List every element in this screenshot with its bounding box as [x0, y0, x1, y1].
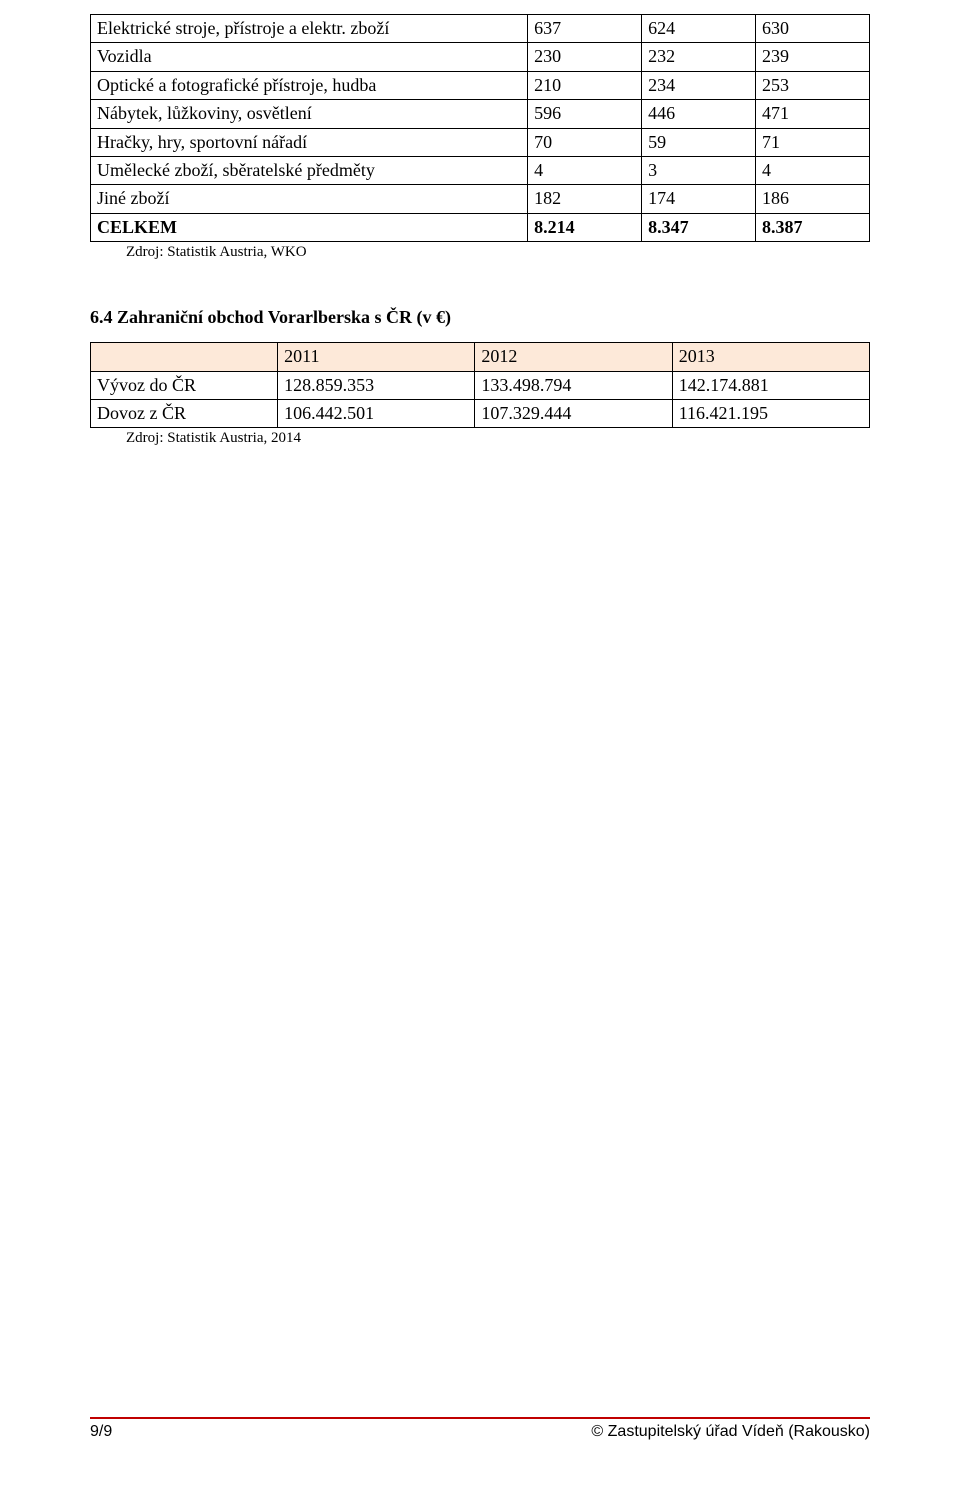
page: Elektrické stroje, přístroje a elektr. z…	[0, 0, 960, 1501]
total-label: CELKEM	[91, 213, 528, 241]
row-value: 133.498.794	[475, 371, 672, 399]
row-value: 59	[642, 128, 756, 156]
row-value: 71	[756, 128, 870, 156]
row-label: Vozidla	[91, 43, 528, 71]
total-value: 8.387	[756, 213, 870, 241]
table-row: Jiné zboží 182 174 186	[91, 185, 870, 213]
row-label: Umělecké zboží, sběratelské předměty	[91, 156, 528, 184]
row-value: 186	[756, 185, 870, 213]
trade-header-row: 2011 2012 2013	[91, 343, 870, 371]
row-value: 239	[756, 43, 870, 71]
row-label: Elektrické stroje, přístroje a elektr. z…	[91, 15, 528, 43]
row-value: 234	[642, 71, 756, 99]
commodity-table: Elektrické stroje, přístroje a elektr. z…	[90, 14, 870, 242]
row-value: 253	[756, 71, 870, 99]
row-value: 630	[756, 15, 870, 43]
row-value: 232	[642, 43, 756, 71]
row-value: 446	[642, 100, 756, 128]
footer-page-number: 9/9	[90, 1423, 112, 1441]
row-value: 142.174.881	[672, 371, 869, 399]
footer-row: 9/9 © Zastupitelský úřad Vídeň (Rakousko…	[90, 1423, 870, 1441]
row-label: Dovoz z ČR	[91, 399, 278, 427]
row-label: Hračky, hry, sportovní nářadí	[91, 128, 528, 156]
trade-table-body: 2011 2012 2013 Vývoz do ČR 128.859.353 1…	[91, 343, 870, 428]
table-row: Vozidla 230 232 239	[91, 43, 870, 71]
footer-copyright: © Zastupitelský úřad Vídeň (Rakousko)	[591, 1423, 870, 1441]
total-value: 8.214	[528, 213, 642, 241]
row-value: 107.329.444	[475, 399, 672, 427]
trade-header-blank	[91, 343, 278, 371]
table-row: Umělecké zboží, sběratelské předměty 4 3…	[91, 156, 870, 184]
row-value: 174	[642, 185, 756, 213]
row-value: 3	[642, 156, 756, 184]
row-value: 230	[528, 43, 642, 71]
row-value: 624	[642, 15, 756, 43]
table2-source: Zdroj: Statistik Austria, 2014	[126, 430, 870, 447]
trade-table: 2011 2012 2013 Vývoz do ČR 128.859.353 1…	[90, 342, 870, 428]
total-value: 8.347	[642, 213, 756, 241]
row-value: 128.859.353	[278, 371, 475, 399]
row-label: Vývoz do ČR	[91, 371, 278, 399]
table-row: Elektrické stroje, přístroje a elektr. z…	[91, 15, 870, 43]
table-row: Vývoz do ČR 128.859.353 133.498.794 142.…	[91, 371, 870, 399]
row-label: Optické a fotografické přístroje, hudba	[91, 71, 528, 99]
row-value: 70	[528, 128, 642, 156]
row-value: 637	[528, 15, 642, 43]
page-footer: 9/9 © Zastupitelský úřad Vídeň (Rakousko…	[90, 1417, 870, 1441]
trade-header-year: 2011	[278, 343, 475, 371]
table1-source: Zdroj: Statistik Austria, WKO	[126, 244, 870, 261]
table-row: Nábytek, lůžkoviny, osvětlení 596 446 47…	[91, 100, 870, 128]
trade-header-year: 2012	[475, 343, 672, 371]
table-total-row: CELKEM 8.214 8.347 8.387	[91, 213, 870, 241]
table-row: Hračky, hry, sportovní nářadí 70 59 71	[91, 128, 870, 156]
section-heading: 6.4 Zahraniční obchod Vorarlberska s ČR …	[90, 307, 870, 328]
row-label: Jiné zboží	[91, 185, 528, 213]
row-value: 596	[528, 100, 642, 128]
row-value: 4	[528, 156, 642, 184]
commodity-table-body: Elektrické stroje, přístroje a elektr. z…	[91, 15, 870, 242]
row-value: 210	[528, 71, 642, 99]
row-value: 116.421.195	[672, 399, 869, 427]
row-value: 106.442.501	[278, 399, 475, 427]
row-value: 4	[756, 156, 870, 184]
table-row: Dovoz z ČR 106.442.501 107.329.444 116.4…	[91, 399, 870, 427]
table-row: Optické a fotografické přístroje, hudba …	[91, 71, 870, 99]
row-value: 182	[528, 185, 642, 213]
row-label: Nábytek, lůžkoviny, osvětlení	[91, 100, 528, 128]
trade-header-year: 2013	[672, 343, 869, 371]
footer-rule	[90, 1417, 870, 1419]
row-value: 471	[756, 100, 870, 128]
